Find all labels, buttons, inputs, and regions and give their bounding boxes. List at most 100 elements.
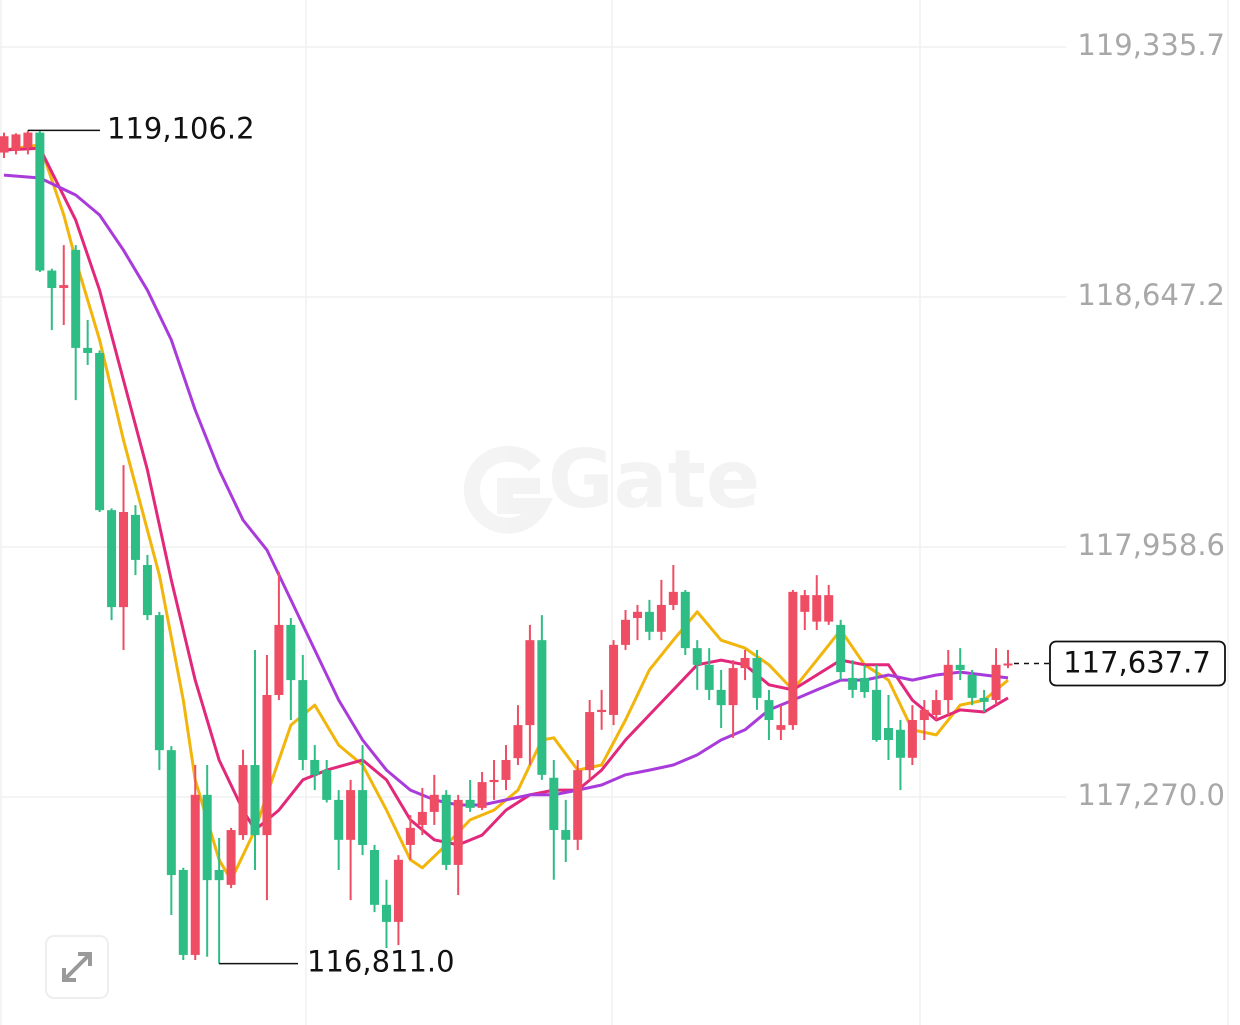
- candle-body: [370, 850, 380, 905]
- candle-body: [429, 794, 439, 812]
- ma-line: [3, 143, 1009, 882]
- candle-body: [824, 595, 834, 622]
- candle-body: [393, 859, 403, 922]
- candle-body: [668, 591, 678, 605]
- candle-body: [764, 700, 774, 721]
- watermark-text: Gate: [548, 433, 760, 526]
- candle-body: [286, 624, 296, 681]
- candle-body: [621, 619, 631, 645]
- candle-body: [931, 700, 941, 715]
- candle-body: [441, 794, 451, 865]
- candle-body: [71, 249, 81, 348]
- candle-body: [83, 347, 93, 353]
- watermark: Gate: [463, 433, 760, 534]
- candle-body: [298, 680, 308, 760]
- candle-body: [836, 624, 846, 673]
- candle-body: [955, 664, 965, 670]
- candle-body: [130, 514, 140, 560]
- candle-body: [107, 510, 117, 608]
- candle-body: [872, 689, 882, 740]
- candle-body: [23, 132, 33, 148]
- candle-body: [860, 677, 870, 693]
- candle-body: [943, 664, 953, 701]
- candle-body: [728, 668, 738, 706]
- candle-body: [453, 799, 463, 865]
- candle-body: [632, 611, 642, 619]
- grid: 119,335.7 118,647.2 117,958.6 117,270.0: [0, 28, 1225, 812]
- y-tick-label: 117,958.6: [1077, 528, 1225, 562]
- candle-body: [788, 591, 798, 726]
- low-marker-label: 116,811.0: [307, 945, 455, 979]
- candle-body: [322, 770, 332, 800]
- candle-body: [358, 790, 368, 845]
- candle-body: [238, 765, 248, 836]
- candle-body: [585, 712, 595, 771]
- candle-body: [190, 794, 200, 955]
- annotations: 119,106.2 116,811.0 117,637.7: [27, 111, 1226, 979]
- candle-body: [597, 709, 607, 713]
- candle-body: [47, 270, 57, 288]
- last-price-box: [1049, 640, 1226, 687]
- candle-body: [154, 615, 164, 751]
- high-marker-label: 119,106.2: [107, 111, 255, 145]
- candle-body: [202, 794, 212, 881]
- candle-body: [489, 779, 499, 783]
- candle-body: [812, 595, 822, 622]
- candle-body: [178, 869, 188, 955]
- candle-body: [119, 511, 129, 608]
- y-tick-label: 117,270.0: [1077, 778, 1225, 812]
- candle-body: [644, 611, 654, 632]
- expand-icon[interactable]: [62, 952, 92, 982]
- candle-body: [919, 709, 929, 721]
- y-tick-label: 119,335.7: [1077, 28, 1225, 62]
- candles: [0, 130, 1013, 964]
- candle-body: [609, 644, 619, 715]
- candle-body: [573, 770, 583, 840]
- candle-body: [907, 720, 917, 758]
- candle-body: [166, 750, 176, 876]
- candle-body: [405, 827, 415, 845]
- candle-body: [334, 799, 344, 840]
- candle-body: [274, 624, 284, 695]
- candle-body: [214, 869, 224, 881]
- candle-body: [656, 604, 666, 632]
- candle-body: [513, 725, 523, 759]
- expand-button[interactable]: [45, 935, 109, 999]
- candle-body: [692, 648, 702, 665]
- candle-body: [800, 595, 810, 612]
- y-tick-label: 118,647.2: [1077, 278, 1225, 312]
- candle-body: [59, 285, 69, 288]
- candle-body: [776, 725, 786, 730]
- candle-body: [381, 904, 391, 922]
- last-price-label: 117,637.7: [1063, 645, 1211, 679]
- candle-body: [991, 664, 1001, 701]
- candle-body: [465, 799, 475, 808]
- candle-body: [346, 790, 356, 840]
- candle-body: [11, 134, 21, 151]
- candle-body: [561, 830, 571, 840]
- candle-body: [95, 352, 105, 511]
- candle-body: [262, 694, 272, 836]
- candle-body: [250, 765, 260, 836]
- candle-body: [525, 640, 535, 726]
- candle-body: [142, 564, 152, 616]
- candle-body: [967, 675, 977, 698]
- candle-body: [477, 782, 487, 808]
- candle-body: [0, 136, 9, 153]
- candle-body: [1003, 663, 1013, 666]
- candle-body: [752, 657, 762, 698]
- candle-body: [716, 689, 726, 706]
- candle-body: [417, 811, 427, 825]
- candle-body: [704, 664, 714, 690]
- candle-body: [226, 830, 236, 885]
- candle-body: [895, 729, 905, 758]
- candle-body: [979, 697, 989, 702]
- candle-body: [883, 728, 893, 740]
- candle-body: [848, 677, 858, 690]
- candle-body: [35, 132, 45, 271]
- watermark-logo: [463, 445, 554, 534]
- candle-body: [549, 777, 559, 831]
